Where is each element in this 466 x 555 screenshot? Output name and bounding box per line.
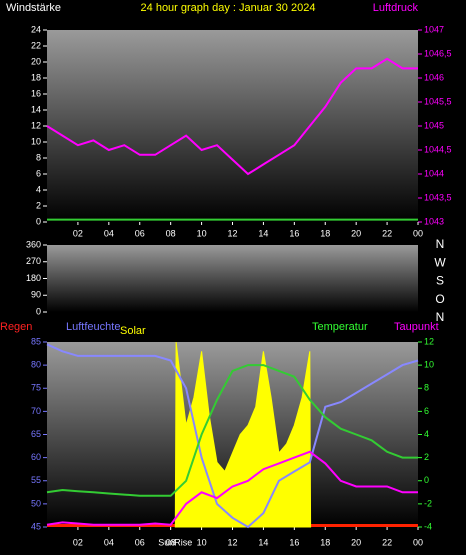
x-tick-label: 00: [413, 228, 423, 238]
y-tick-label: 65: [31, 429, 41, 439]
y2-tick-label: -2: [424, 498, 432, 508]
y-tick-label: 16: [31, 88, 41, 98]
panel-bg: [47, 30, 418, 222]
x-tick-label: 08: [166, 228, 176, 238]
x-tick-label: 06: [135, 228, 145, 238]
x-tick-label: 22: [382, 228, 392, 238]
x-tick-label: 12: [227, 537, 237, 547]
rain-label: Regen: [0, 321, 32, 333]
y2-tick-label: 8: [424, 383, 429, 393]
y-tick-label: 20: [31, 56, 41, 66]
dew-label: Taupunkt: [394, 321, 439, 333]
y2-tick-label: -4: [424, 521, 432, 531]
y2-tick-label: 1046: [424, 72, 444, 82]
x-tick-label: 22: [382, 537, 392, 547]
y2-tick-label: 2: [424, 452, 429, 462]
y2-tick-label: 1043: [424, 216, 444, 226]
y-tick-label: 60: [31, 452, 41, 462]
y-tick-label: 75: [31, 383, 41, 393]
y-tick-label: 14: [31, 104, 41, 114]
y-tick-label: 8: [36, 152, 41, 162]
y-tick-label: 360: [26, 239, 41, 249]
series-line: [46, 450, 418, 526]
annotation: SunRise: [158, 537, 192, 547]
y2-tick-label: 1045: [424, 120, 444, 130]
y2-tick-label: 10: [424, 360, 434, 370]
y2-tick-label: 6: [424, 406, 429, 416]
y2-tick-label: 1046,5: [424, 48, 452, 58]
x-tick-label: 02: [73, 537, 83, 547]
y2-tick-label: 1047: [424, 24, 444, 34]
y2-label: Temperatur: [312, 321, 368, 333]
x-tick-label: 00: [413, 537, 423, 547]
y2-label: Luftdruck: [373, 2, 419, 14]
y-tick-label: 55: [31, 475, 41, 485]
y-tick-label: 4: [36, 184, 41, 194]
compass-label: W: [434, 255, 446, 269]
x-tick-label: 10: [197, 228, 207, 238]
title: 24 hour graph day : Januar 30 2024: [141, 2, 316, 14]
x-tick-label: 10: [197, 537, 207, 547]
y-tick-label: 180: [26, 273, 41, 283]
y2-tick-label: 0: [424, 475, 429, 485]
x-tick-label: 16: [289, 537, 299, 547]
y-label: Luftfeuchte: [66, 321, 120, 333]
y-tick-label: 2: [36, 200, 41, 210]
series-line: [46, 343, 419, 529]
y-tick-label: 22: [31, 40, 41, 50]
x-tick-label: 14: [258, 537, 268, 547]
x-tick-label: 04: [104, 228, 114, 238]
x-tick-label: 18: [320, 228, 330, 238]
y-tick-label: 50: [31, 498, 41, 508]
y2-tick-label: 4: [424, 429, 429, 439]
x-tick-label: 12: [227, 228, 237, 238]
x-tick-label: 06: [135, 537, 145, 547]
y-label: Windstärke: [6, 2, 61, 14]
x-tick-label: 08: [166, 537, 176, 547]
y2-tick-label: 12: [424, 336, 434, 346]
y-tick-label: 90: [31, 290, 41, 300]
y-tick-label: 80: [31, 360, 41, 370]
y2-tick-label: 1043,5: [424, 192, 452, 202]
series-line: [46, 57, 418, 176]
y-tick-label: 85: [31, 336, 41, 346]
y-tick-label: 70: [31, 406, 41, 416]
y-tick-label: 0: [36, 216, 41, 226]
y-tick-label: 18: [31, 72, 41, 82]
series-line: [46, 364, 418, 497]
x-tick-label: 14: [258, 228, 268, 238]
y-tick-label: 270: [26, 256, 41, 266]
y-tick-label: 10: [31, 136, 41, 146]
y-tick-label: 6: [36, 168, 41, 178]
y3-label: Solar: [120, 325, 146, 337]
y2-tick-label: 1044,5: [424, 144, 452, 154]
x-tick-label: 16: [289, 228, 299, 238]
x-tick-label: 20: [351, 228, 361, 238]
y-tick-label: 45: [31, 521, 41, 531]
y-tick-label: 24: [31, 24, 41, 34]
compass-label: O: [435, 292, 444, 306]
y-tick-label: 12: [31, 120, 41, 130]
compass-label: N: [436, 237, 445, 251]
y-tick-label: 0: [36, 306, 41, 316]
x-tick-label: 18: [320, 537, 330, 547]
compass-label: N: [436, 310, 445, 324]
x-tick-label: 04: [104, 537, 114, 547]
y2-tick-label: 1044: [424, 168, 444, 178]
y2-tick-label: 1045,5: [424, 96, 452, 106]
x-tick-label: 02: [73, 228, 83, 238]
x-tick-label: 20: [351, 537, 361, 547]
compass-label: S: [436, 274, 444, 288]
panel-bg: [47, 245, 418, 312]
